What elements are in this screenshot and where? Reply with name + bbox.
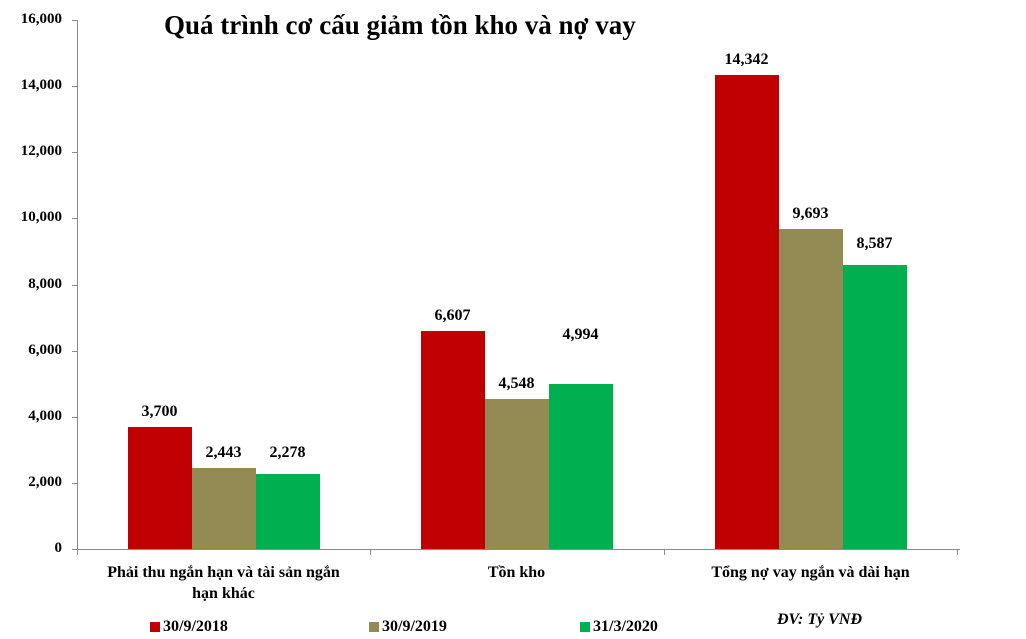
y-tick-label: 12,000	[20, 143, 62, 160]
y-tick-mark	[72, 20, 78, 21]
data-label: 2,443	[205, 444, 242, 462]
x-tick-mark	[664, 549, 665, 555]
bar	[420, 330, 485, 549]
y-tick-label: 8,000	[28, 275, 62, 292]
y-tick-label: 10,000	[20, 209, 62, 226]
legend-label: 30/9/2019	[382, 618, 447, 635]
bar	[255, 473, 320, 549]
chart-title: Quá trình cơ cấu giảm tồn kho và nợ vay	[164, 10, 636, 40]
legend-item: 30/9/2019	[369, 618, 447, 636]
bar	[714, 74, 779, 549]
category-label-line: Tồn kho	[487, 564, 546, 581]
data-label: 4,548	[498, 374, 535, 392]
bar	[548, 383, 613, 549]
y-tick-mark	[72, 284, 78, 286]
y-tick-mark	[72, 350, 78, 352]
category-label: Tồn kho	[370, 562, 663, 583]
y-tick-mark	[72, 86, 78, 88]
y-tick-mark	[72, 482, 78, 484]
x-tick-mark	[957, 549, 958, 555]
data-label: 9,693	[792, 204, 829, 222]
bar	[778, 228, 843, 549]
legend-label: 31/3/2020	[593, 618, 658, 635]
bar	[484, 398, 549, 549]
data-label: 8,587	[856, 235, 893, 253]
data-label: 6,607	[434, 306, 471, 324]
data-label: 2,278	[269, 443, 306, 461]
y-tick-mark	[72, 549, 78, 550]
category-label: Phải thu ngắn hạn và tài sản ngắn hạn khá…	[77, 562, 370, 604]
legend-item: 30/9/2018	[150, 618, 228, 636]
x-axis-line	[72, 549, 960, 550]
y-tick-label: 6,000	[28, 341, 62, 358]
data-label: 3,700	[141, 402, 178, 420]
bar	[842, 265, 907, 549]
category-label: Tổng nợ vay ngắn và dài hạn	[664, 562, 957, 583]
unit-note: ĐV: Tỷ VNĐ	[777, 611, 863, 628]
data-label: 4,994	[562, 325, 599, 343]
y-tick-mark	[72, 218, 78, 220]
legend-label: 30/9/2018	[163, 618, 228, 635]
y-tick-label: 2,000	[28, 473, 62, 490]
legend-swatch-icon	[369, 622, 379, 632]
y-tick-label: 16,000	[20, 11, 62, 27]
data-label: 14,342	[724, 50, 769, 68]
category-label-line: Phải thu ngắn hạn và tài sản ngắn	[107, 564, 340, 581]
legend-swatch-icon	[580, 622, 590, 632]
y-tick-label: 4,000	[28, 407, 62, 424]
y-tick-label: 0	[54, 540, 63, 556]
legend-swatch-icon	[150, 622, 160, 632]
y-tick-mark	[72, 152, 78, 154]
bar	[127, 426, 192, 549]
y-tick-mark	[72, 416, 78, 418]
legend-item: 31/3/2020	[580, 618, 658, 636]
y-tick-label: 14,000	[20, 77, 62, 94]
bar	[191, 468, 256, 549]
x-tick-mark	[77, 549, 78, 555]
category-label-line: hạn khác	[192, 585, 255, 602]
category-label-line: Tổng nợ vay ngắn và dài hạn	[711, 564, 910, 581]
x-tick-mark	[370, 549, 371, 555]
